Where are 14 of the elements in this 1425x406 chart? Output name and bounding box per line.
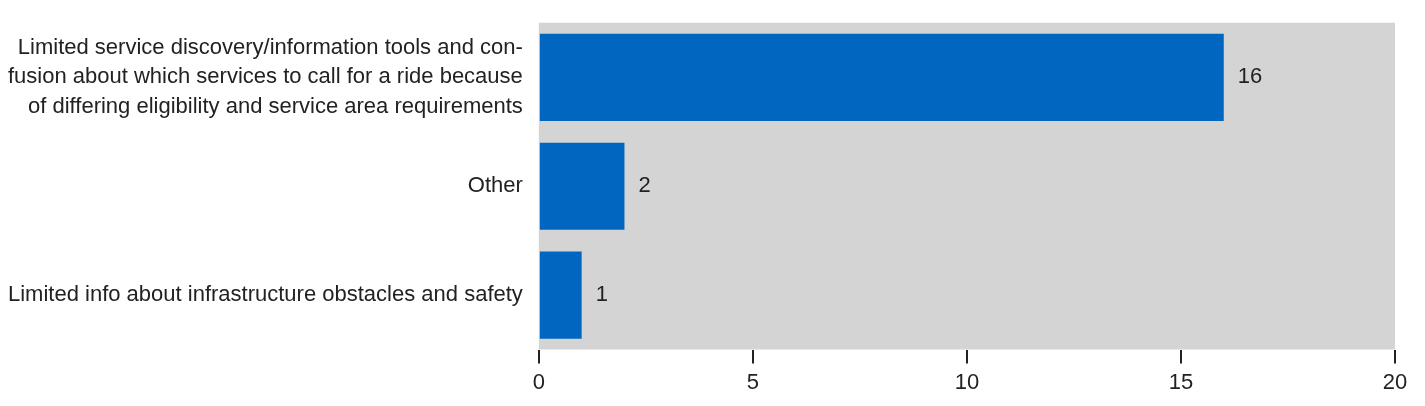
x-tick-label: 15 — [1168, 368, 1194, 394]
x-tick-label: 5 — [746, 368, 760, 394]
x-tick-label: 10 — [954, 368, 980, 394]
y-tick-label: Limited info about infrastructure obstacles and safety — [8, 281, 523, 307]
data-label: 16 — [1237, 63, 1263, 89]
data-label: 1 — [595, 281, 608, 307]
x-tick-label: 0 — [532, 368, 545, 394]
x-tick-label: 20 — [1382, 368, 1408, 394]
y-tick-label: Other — [467, 172, 523, 198]
bar — [539, 251, 582, 339]
bar — [539, 142, 625, 230]
bar — [539, 33, 1224, 121]
y-tick-label: Limited service discovery/information tools and con- fusion about which services to call for a ride because of differing eligibility and service area requirements — [8, 33, 523, 119]
data-label: 2 — [638, 172, 651, 198]
